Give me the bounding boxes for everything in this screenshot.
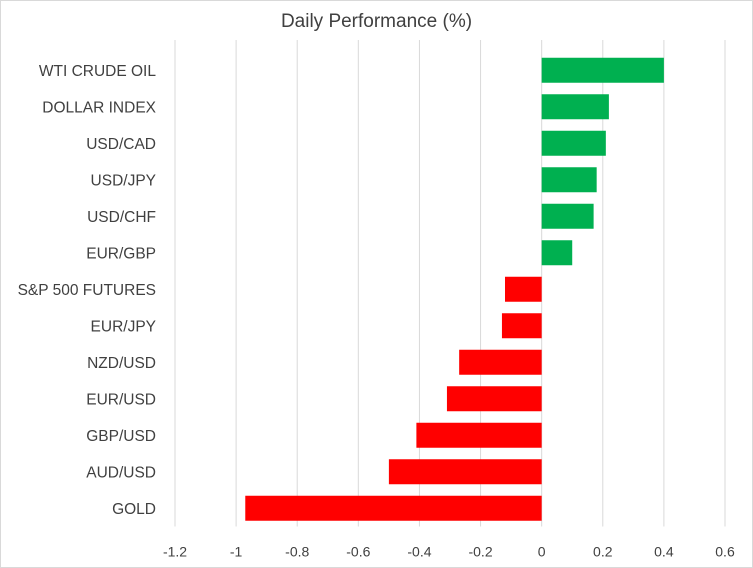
bar (541, 57, 664, 83)
chart-title: Daily Performance (%) (280, 11, 473, 32)
bar (459, 349, 542, 375)
x-tick-label: 0.6 (715, 544, 735, 560)
category-label: USD/CAD (86, 136, 156, 153)
category-label: S&P 500 FUTURES (18, 282, 156, 299)
x-tick-label: 0.2 (593, 544, 613, 560)
x-tick-label: 0.4 (654, 544, 674, 560)
category-label: NZD/USD (87, 355, 156, 372)
bar (501, 313, 542, 339)
category-label: USD/JPY (91, 172, 156, 189)
bar (388, 459, 542, 485)
bar (541, 94, 609, 120)
bar (505, 276, 542, 302)
x-tick-label: -0.6 (346, 544, 370, 560)
x-tick-label: -0.8 (285, 544, 309, 560)
bar (541, 130, 606, 156)
category-label: GBP/USD (86, 428, 156, 445)
x-tick-label: -1 (230, 544, 243, 560)
x-tick-label: -1.2 (163, 544, 187, 560)
x-tick-label: -0.2 (468, 544, 492, 560)
bar (541, 203, 594, 229)
x-tick-label: 0 (538, 544, 546, 560)
category-label: WTI CRUDE OIL (39, 63, 156, 80)
category-label: USD/CHF (87, 209, 156, 226)
category-label: EUR/GBP (86, 245, 156, 262)
category-label: DOLLAR INDEX (42, 99, 156, 116)
bar (541, 167, 597, 193)
category-label: GOLD (112, 501, 156, 518)
bar (446, 386, 542, 412)
category-label: EUR/JPY (91, 318, 156, 335)
bar (245, 495, 542, 521)
bar (416, 422, 542, 448)
bar (541, 240, 573, 266)
x-tick-label: -0.4 (407, 544, 431, 560)
category-label: EUR/USD (86, 391, 156, 408)
category-label: AUD/USD (86, 464, 156, 481)
